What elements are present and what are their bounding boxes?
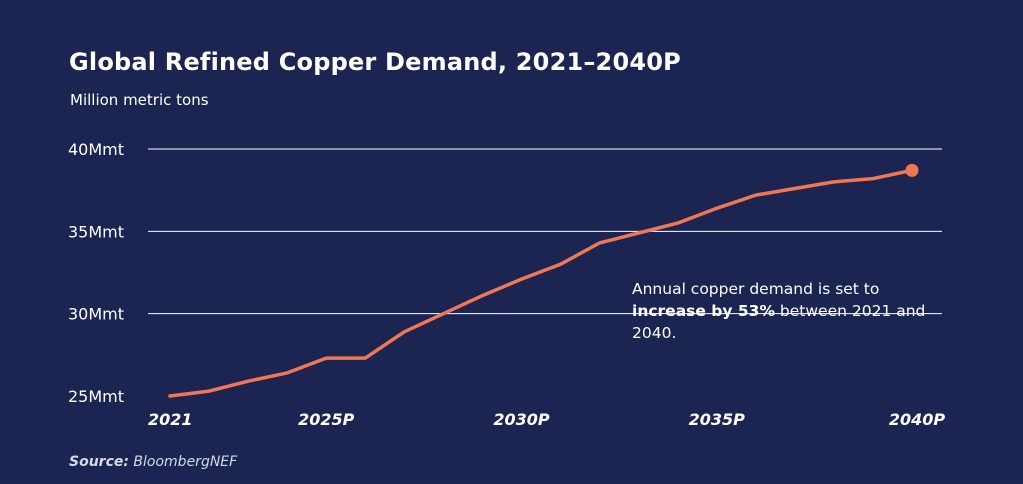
x-tick-label: 2040P <box>889 410 946 429</box>
gridlines <box>148 148 942 315</box>
y-axis-ticks: 25Mmt 30Mmt 35Mmt 40Mmt <box>68 140 124 406</box>
annotation-highlight: increase by 53% <box>632 302 775 320</box>
end-point-marker <box>905 163 919 177</box>
y-tick-label: 30Mmt <box>68 305 124 324</box>
chart-title: Global Refined Copper Demand, 2021–2040P <box>69 48 681 76</box>
x-tick-label: 2021 <box>148 410 193 429</box>
y-tick-label: 40Mmt <box>68 140 124 159</box>
chart-subtitle: Million metric tons <box>70 91 209 109</box>
series-line <box>168 168 914 398</box>
y-tick-label: 25Mmt <box>68 387 124 406</box>
annotation-callout: Annual copper demand is set to increase … <box>632 278 942 344</box>
x-tick-label: 2025P <box>298 410 355 429</box>
x-tick-label: 2030P <box>493 410 550 429</box>
x-tick-label: 2035P <box>689 410 746 429</box>
y-tick-label: 35Mmt <box>68 222 124 241</box>
source-note: Source: BloombergNEF <box>69 454 237 470</box>
source-text: BloombergNEF <box>133 454 238 470</box>
series-layer <box>168 163 919 398</box>
source-label: Source: <box>69 454 129 470</box>
x-axis-ticks: 2021 2025P 2030P 2035P 2040P <box>148 410 945 429</box>
annotation-text-end: between 2021 and 2040. <box>632 302 926 342</box>
annotation-text: Annual copper demand is set to <box>632 280 880 298</box>
